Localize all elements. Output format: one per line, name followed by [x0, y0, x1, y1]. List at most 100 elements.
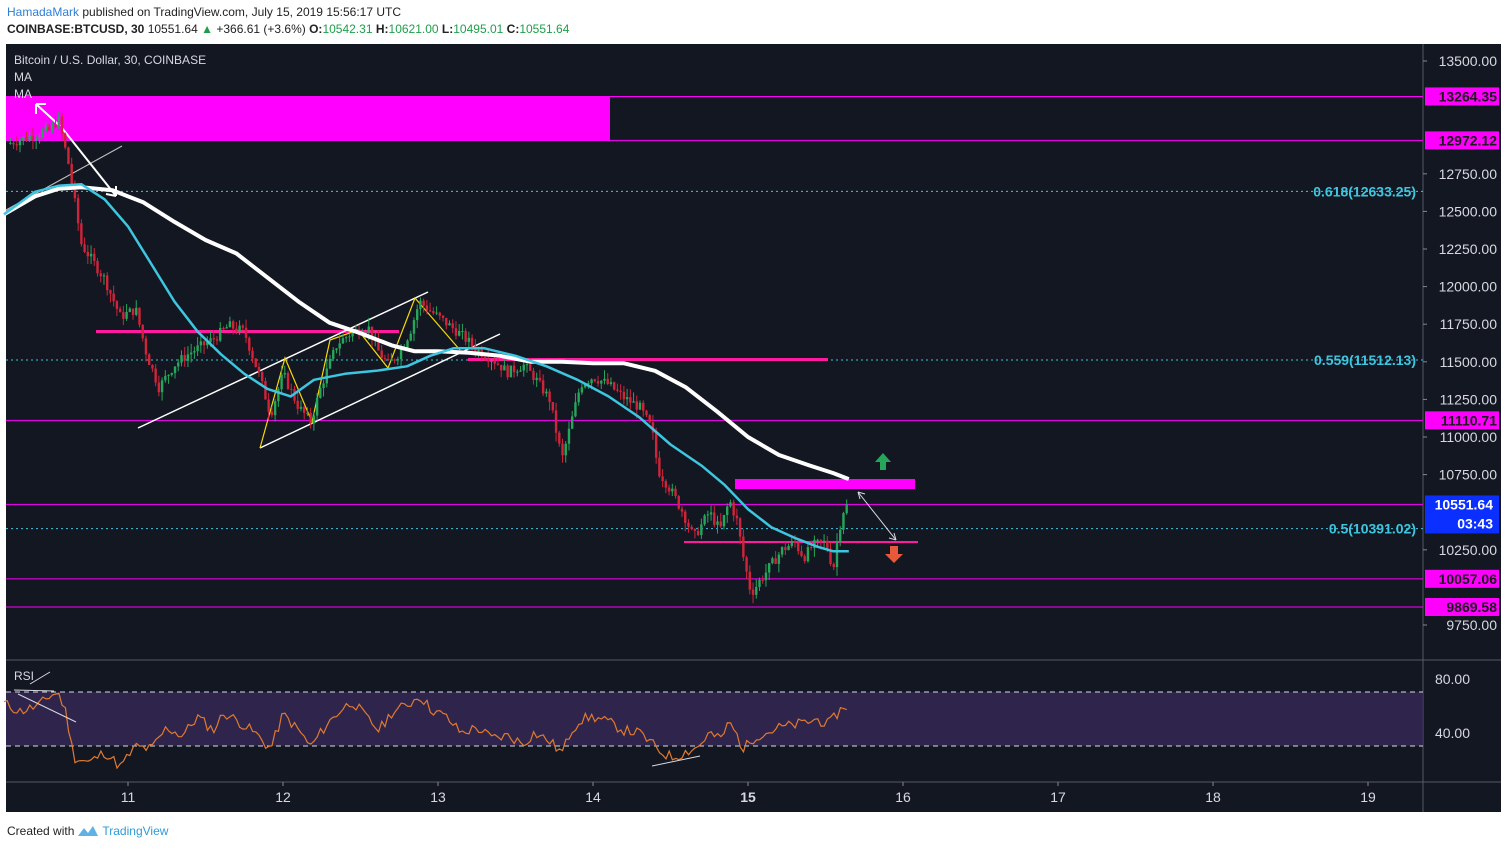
price-axis[interactable]: 13500.00 12750.00 12500.00 12250.00 12000.00…: [1423, 53, 1497, 633]
candle-body[interactable]: [106, 275, 109, 291]
candle-body[interactable]: [428, 310, 432, 312]
candle-body[interactable]: [154, 368, 157, 383]
support-line-10300[interactable]: [684, 541, 918, 543]
candle-body[interactable]: [348, 336, 351, 338]
candle-body[interactable]: [761, 579, 764, 581]
candle-body[interactable]: [642, 402, 645, 411]
candle-body[interactable]: [648, 415, 651, 423]
candle-body[interactable]: [196, 345, 199, 352]
candle-body[interactable]: [674, 488, 677, 497]
candle-body[interactable]: [231, 321, 235, 329]
candle-body[interactable]: [160, 380, 164, 393]
candle-body[interactable]: [477, 349, 480, 352]
candle-body[interactable]: [54, 124, 57, 127]
ma-slow-line[interactable]: [2, 185, 850, 481]
candle-body[interactable]: [264, 381, 267, 400]
tradingview-link[interactable]: TradingView: [102, 824, 169, 838]
candle-body[interactable]: [687, 522, 690, 527]
candle-body[interactable]: [399, 348, 403, 360]
candle-body[interactable]: [696, 530, 700, 536]
candle-body[interactable]: [31, 136, 35, 141]
candle-body[interactable]: [141, 324, 144, 339]
candle-body[interactable]: [677, 496, 680, 509]
candle-body[interactable]: [96, 260, 99, 274]
candle-body[interactable]: [800, 551, 803, 557]
candle-body[interactable]: [755, 586, 758, 595]
candle-body[interactable]: [729, 502, 732, 507]
candle-body[interactable]: [325, 368, 328, 384]
candle-body[interactable]: [467, 337, 471, 342]
candle-body[interactable]: [409, 333, 412, 341]
candle-body[interactable]: [144, 338, 148, 355]
candle-body[interactable]: [548, 391, 551, 403]
candle-body[interactable]: [186, 354, 190, 361]
candle-body[interactable]: [309, 412, 312, 424]
candle-body[interactable]: [34, 138, 38, 141]
candle-body[interactable]: [774, 558, 777, 564]
candle-body[interactable]: [370, 326, 374, 340]
candle-body[interactable]: [845, 504, 848, 514]
candle-body[interactable]: [538, 377, 542, 381]
candle-body[interactable]: [726, 506, 729, 516]
candle-body[interactable]: [593, 379, 597, 382]
candle-body[interactable]: [238, 325, 241, 332]
candle-body[interactable]: [564, 443, 567, 456]
candle-body[interactable]: [286, 372, 290, 389]
candle-body[interactable]: [441, 315, 445, 318]
candle-body[interactable]: [122, 312, 125, 319]
candle-body[interactable]: [28, 136, 31, 141]
candle-body[interactable]: [341, 338, 345, 344]
candle-body[interactable]: [273, 401, 277, 416]
candle-body[interactable]: [251, 350, 254, 359]
candle-body[interactable]: [822, 540, 826, 542]
candle-body[interactable]: [390, 359, 393, 361]
candle-body[interactable]: [826, 540, 829, 551]
candle-body[interactable]: [684, 511, 687, 523]
author-link[interactable]: HamadaMark: [7, 5, 80, 19]
candle-body[interactable]: [732, 502, 735, 516]
candle-body[interactable]: [606, 378, 609, 384]
candle-body[interactable]: [277, 389, 280, 402]
candle-body[interactable]: [512, 365, 516, 373]
candle-body[interactable]: [377, 338, 380, 351]
candle-body[interactable]: [780, 547, 784, 555]
candle-body[interactable]: [797, 542, 800, 552]
candle-body[interactable]: [829, 550, 832, 565]
candle-body[interactable]: [596, 381, 600, 384]
candle-body[interactable]: [545, 391, 548, 394]
candle-body[interactable]: [177, 362, 180, 367]
candle-body[interactable]: [76, 198, 80, 224]
supply-zone-top[interactable]: [6, 97, 610, 141]
candle-body[interactable]: [651, 422, 655, 433]
zigzag-pattern[interactable]: [259, 296, 461, 449]
candle-body[interactable]: [541, 380, 545, 394]
candle-body[interactable]: [813, 539, 816, 549]
candle-body[interactable]: [244, 327, 248, 338]
candle-body[interactable]: [574, 402, 577, 417]
candle-body[interactable]: [112, 293, 115, 302]
candle-body[interactable]: [322, 383, 325, 389]
candle-body[interactable]: [67, 147, 70, 164]
candle-body[interactable]: [419, 300, 422, 310]
support-line-11700[interactable]: [96, 330, 399, 333]
candle-body[interactable]: [328, 358, 332, 369]
candle-body[interactable]: [671, 488, 674, 492]
candle-body[interactable]: [464, 330, 467, 342]
candle-body[interactable]: [625, 397, 629, 400]
candle-body[interactable]: [713, 512, 716, 525]
candle-body[interactable]: [735, 515, 739, 519]
candle-body[interactable]: [525, 364, 529, 366]
candle-body[interactable]: [493, 360, 496, 364]
candle-body[interactable]: [529, 364, 532, 371]
candle-body[interactable]: [102, 275, 106, 277]
candle-body[interactable]: [83, 244, 86, 252]
candle-body[interactable]: [344, 337, 348, 339]
candle-body[interactable]: [225, 327, 228, 329]
candle-body[interactable]: [248, 337, 251, 351]
candle-body[interactable]: [790, 541, 793, 547]
candle-body[interactable]: [616, 389, 619, 391]
candle-body[interactable]: [9, 142, 12, 144]
candle-body[interactable]: [445, 317, 448, 326]
candle-body[interactable]: [183, 355, 186, 361]
candle-body[interactable]: [241, 325, 245, 328]
